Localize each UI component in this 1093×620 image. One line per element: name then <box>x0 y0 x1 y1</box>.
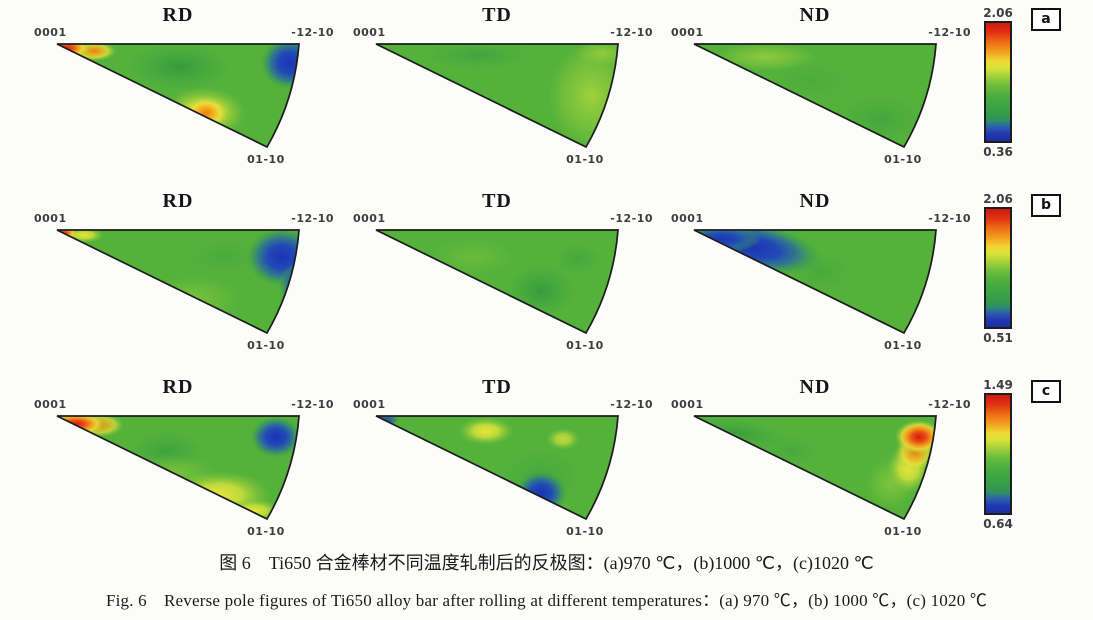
pole-label-0001: 0001 <box>353 26 386 39</box>
pole-figure-row-b: RD 0001 -12-10 01-10 TD 0001 -12-10 <box>0 190 1093 362</box>
pole-label-01-10: 01-10 <box>247 153 285 166</box>
panel-title-nd: ND <box>799 376 831 398</box>
subfigure-label-b: b <box>1031 194 1061 217</box>
ipf-plot-b-nd <box>693 229 937 334</box>
pole-label-neg12-10: -12-10 <box>928 398 971 411</box>
panel-title-td: TD <box>482 4 512 26</box>
pole-label-01-10: 01-10 <box>247 339 285 352</box>
subfigure-label-c: c <box>1031 380 1061 403</box>
panel-a-rd: RD 0001 -12-10 01-10 <box>18 4 338 172</box>
pole-label-0001: 0001 <box>671 212 704 225</box>
pole-figure-row-c: RD 0001 -12-10 01-10 TD 0001 <box>0 376 1093 548</box>
panel-a-nd: ND 0001 -12-10 01-10 <box>655 4 975 172</box>
colorbar-group-a: 2.06 0.36 a <box>975 6 1091 178</box>
panel-title-rd: RD <box>162 376 194 398</box>
ipf-plot-b-td <box>375 229 619 334</box>
pole-figure-row-a: RD 0001 -12-10 01-10 TD 0001 -12-10 <box>0 4 1093 176</box>
pole-label-neg12-10: -12-10 <box>291 26 334 39</box>
figure-caption-chinese: 图 6 Ti650 合金棒材不同温度轧制后的反极图：(a)970 ℃，(b)10… <box>219 553 874 573</box>
pole-label-01-10: 01-10 <box>884 339 922 352</box>
colorbar-min-value: 0.51 <box>983 331 1013 345</box>
pole-label-0001: 0001 <box>671 26 704 39</box>
panel-title-rd: RD <box>162 4 194 26</box>
panel-b-rd: RD 0001 -12-10 01-10 <box>18 190 338 358</box>
pole-label-neg12-10: -12-10 <box>291 212 334 225</box>
colorbar-gradient <box>984 207 1012 329</box>
ipf-plot-b-rd <box>56 229 300 334</box>
colorbar-max-value: 1.49 <box>983 378 1013 392</box>
colorbar-group-c: 1.49 0.64 c <box>975 378 1091 550</box>
pole-label-neg12-10: -12-10 <box>291 398 334 411</box>
colorbar-group-b: 2.06 0.51 b <box>975 192 1091 364</box>
subfigure-label-a: a <box>1031 8 1061 31</box>
pole-label-neg12-10: -12-10 <box>928 212 971 225</box>
pole-label-0001: 0001 <box>671 398 704 411</box>
pole-label-0001: 0001 <box>353 398 386 411</box>
colorbar-gradient <box>984 21 1012 143</box>
colorbar-max-value: 2.06 <box>983 192 1013 206</box>
panel-c-td: TD 0001 -12-10 01-10 <box>337 376 657 544</box>
colorbar-gradient <box>984 393 1012 515</box>
pole-label-01-10: 01-10 <box>566 525 604 538</box>
panel-title-nd: ND <box>799 190 831 212</box>
pole-label-01-10: 01-10 <box>884 153 922 166</box>
panel-a-td: TD 0001 -12-10 01-10 <box>337 4 657 172</box>
figure-caption-english: Fig. 6 Reverse pole figures of Ti650 all… <box>105 591 988 610</box>
panel-title-rd: RD <box>162 190 194 212</box>
pole-label-neg12-10: -12-10 <box>610 26 653 39</box>
pole-label-01-10: 01-10 <box>884 525 922 538</box>
panel-b-nd: ND 0001 -12-10 01-10 <box>655 190 975 358</box>
pole-label-0001: 0001 <box>34 212 67 225</box>
pole-label-neg12-10: -12-10 <box>610 212 653 225</box>
ipf-plot-a-nd <box>693 43 937 148</box>
pole-label-0001: 0001 <box>34 26 67 39</box>
colorbar-min-value: 0.36 <box>983 145 1013 159</box>
ipf-plot-c-rd <box>56 415 300 520</box>
colorbar-min-value: 0.64 <box>983 517 1013 531</box>
panel-b-td: TD 0001 -12-10 01-10 <box>337 190 657 358</box>
pole-label-0001: 0001 <box>353 212 386 225</box>
panel-c-rd: RD 0001 -12-10 01-10 <box>18 376 338 544</box>
panel-title-td: TD <box>482 376 512 398</box>
pole-label-01-10: 01-10 <box>566 153 604 166</box>
pole-label-neg12-10: -12-10 <box>928 26 971 39</box>
panel-title-td: TD <box>482 190 512 212</box>
ipf-plot-a-rd <box>56 43 300 148</box>
ipf-plot-c-td <box>375 415 619 520</box>
panel-title-nd: ND <box>799 4 831 26</box>
ipf-plot-c-nd <box>693 415 937 520</box>
pole-label-0001: 0001 <box>34 398 67 411</box>
panel-c-nd: ND 0001 -12-10 01-10 <box>655 376 975 544</box>
colorbar-max-value: 2.06 <box>983 6 1013 20</box>
pole-label-01-10: 01-10 <box>566 339 604 352</box>
pole-label-01-10: 01-10 <box>247 525 285 538</box>
pole-label-neg12-10: -12-10 <box>610 398 653 411</box>
ipf-plot-a-td <box>375 43 619 148</box>
